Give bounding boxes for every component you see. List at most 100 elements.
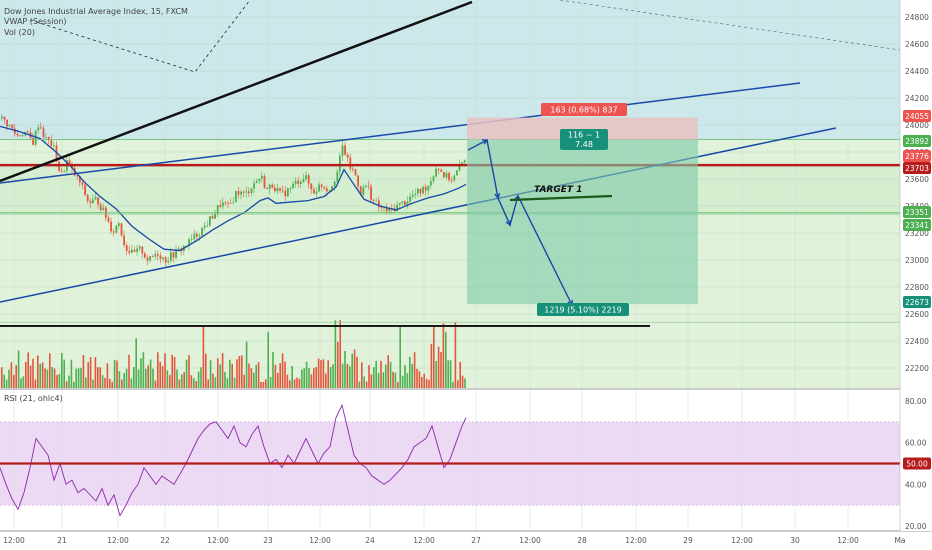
mid-zone-bg <box>0 165 900 214</box>
candle-body <box>144 253 146 258</box>
candle-body <box>323 186 326 189</box>
candle-body <box>211 216 214 219</box>
vwap-line <box>0 125 467 252</box>
candle-body <box>138 246 141 249</box>
candle-body <box>32 138 34 145</box>
volume-bar <box>445 332 447 388</box>
volume-bar <box>145 368 147 388</box>
volume-bar <box>161 366 164 388</box>
time-tick-label: 12:00 <box>309 536 331 545</box>
candle-body <box>125 245 128 251</box>
volume-bar <box>250 368 253 388</box>
volume-bar <box>452 381 454 388</box>
volume-bar <box>267 331 269 388</box>
candle-body <box>170 252 172 261</box>
candle-body <box>149 256 151 261</box>
volume-bar <box>106 363 109 388</box>
candle-body <box>154 253 157 257</box>
price-badge-label: 23703 <box>905 164 929 173</box>
candle-body <box>458 164 461 171</box>
volume-bar <box>217 358 219 388</box>
candle-body <box>261 176 263 179</box>
volume-bar <box>361 362 363 388</box>
candle-body <box>281 190 284 192</box>
volume-bar <box>320 360 322 388</box>
candle-body <box>297 180 300 184</box>
candle-body <box>237 191 240 195</box>
candle-body <box>81 182 84 185</box>
vwap-legend[interactable]: VWAP (Session) <box>4 17 67 26</box>
volume-legend[interactable]: Vol (20) <box>4 28 35 37</box>
volume-bar <box>1 367 3 388</box>
candle-body <box>242 191 245 193</box>
candle-body <box>92 199 94 204</box>
rsi-legend[interactable]: RSI (21, ohlc4) <box>4 394 63 403</box>
candle-body <box>414 193 417 195</box>
symbol-title[interactable]: Dow Jones Industrial Average Index, 15, … <box>4 7 188 16</box>
volume-bar <box>56 374 58 388</box>
price-badge <box>903 110 931 122</box>
candle-body <box>53 145 55 147</box>
candle-body <box>367 185 370 187</box>
candle-body <box>79 176 81 183</box>
volume-bar <box>121 379 123 388</box>
time-tick-label: 23 <box>263 536 273 545</box>
volume-bar <box>202 325 205 388</box>
candle-body <box>60 170 63 172</box>
volume-bar <box>238 356 241 388</box>
volume-bar <box>209 360 212 388</box>
candle-body <box>209 216 211 226</box>
candle-body <box>380 206 383 208</box>
volume-bar <box>363 376 365 388</box>
volume-bar <box>205 353 207 388</box>
volume-bar <box>382 372 385 388</box>
candle-body <box>289 188 292 189</box>
candle-body <box>159 255 162 259</box>
time-tick-label: 28 <box>577 536 587 545</box>
candle-body <box>97 197 99 205</box>
candle-body <box>268 184 271 189</box>
volume-bar <box>236 359 238 388</box>
volume-bar <box>301 369 303 388</box>
volume-bar <box>329 367 332 388</box>
price-badge-label: 23341 <box>905 221 929 230</box>
candle-body <box>172 252 175 258</box>
volume-bar <box>353 349 356 388</box>
volume-bar <box>32 358 34 388</box>
candle-body <box>120 223 123 236</box>
candle-body <box>450 180 453 181</box>
candle-body <box>352 168 354 170</box>
volume-bar <box>243 374 245 388</box>
candle-body <box>102 207 105 211</box>
time-tick-label: 27 <box>471 536 481 545</box>
candle-body <box>326 188 328 192</box>
time-tick-label: 29 <box>683 536 693 545</box>
volume-bar <box>29 365 32 388</box>
projection-arrow-3 <box>505 219 512 227</box>
volume-bar <box>296 377 298 388</box>
candle-body <box>229 202 232 204</box>
candle-body <box>362 187 365 195</box>
rsi-badge-label: 50.00 <box>906 460 928 469</box>
rsi-tick-label: 20.00 <box>905 522 927 531</box>
volume-bar <box>176 369 178 388</box>
candle-body <box>313 189 315 194</box>
candle-body <box>417 188 419 194</box>
volume-bar <box>437 346 440 388</box>
volume-bar <box>97 367 99 388</box>
candle-body <box>196 233 198 237</box>
volume-bar <box>293 379 296 388</box>
candle-body <box>349 157 352 169</box>
volume-bar <box>13 374 15 388</box>
candle-body <box>375 200 378 202</box>
candle-body <box>300 181 302 184</box>
volume-bar <box>183 372 185 388</box>
candle-body <box>320 184 323 187</box>
candle-body <box>188 239 190 246</box>
candle-body <box>385 207 388 212</box>
candle-body <box>131 249 133 253</box>
time-tick-label: 24 <box>365 536 375 545</box>
volume-bar <box>442 323 445 388</box>
candle-body <box>235 191 237 203</box>
